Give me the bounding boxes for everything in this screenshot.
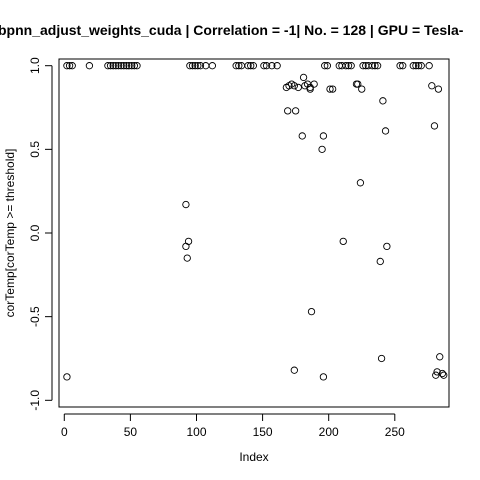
data-point: [64, 374, 70, 380]
data-point: [320, 133, 326, 139]
data-point: [320, 374, 326, 380]
data-point: [340, 238, 346, 244]
y-tick-label: 0.0: [28, 224, 42, 241]
data-point: [357, 180, 363, 186]
data-point: [429, 83, 435, 89]
data-point: [300, 74, 306, 80]
data-point: [380, 98, 386, 104]
data-point: [86, 62, 92, 68]
data-point: [319, 146, 325, 152]
data-point: [441, 372, 447, 378]
x-tick-label: 250: [385, 425, 405, 439]
x-tick-label: 150: [253, 425, 273, 439]
data-point: [185, 238, 191, 244]
data-point: [426, 62, 432, 68]
plot-frame: [59, 59, 449, 407]
data-point: [378, 355, 384, 361]
x-tick-label: 200: [319, 425, 339, 439]
y-axis-label: corTemp[corTemp >= threshold]: [3, 149, 17, 318]
data-point: [382, 128, 388, 134]
data-point: [377, 258, 383, 264]
y-axis: -1.0 -0.5 0.0 0.5 1.0: [28, 57, 52, 411]
data-point: [437, 354, 443, 360]
data-point: [431, 123, 437, 129]
data-point: [292, 108, 298, 114]
data-point: [295, 84, 301, 90]
x-axis: 0 50 100 150 200 250: [61, 414, 405, 439]
data-point: [183, 201, 189, 207]
y-tick-label: 0.5: [28, 141, 42, 158]
data-point: [209, 62, 215, 68]
data-point: [299, 133, 305, 139]
data-point: [308, 308, 314, 314]
x-tick-label: 0: [61, 425, 68, 439]
x-tick-label: 100: [186, 425, 206, 439]
data-point: [285, 108, 291, 114]
data-points: [64, 62, 447, 380]
data-point: [184, 255, 190, 261]
x-tick-label: 50: [124, 425, 138, 439]
y-tick-label: -0.5: [28, 306, 42, 327]
data-point: [311, 81, 317, 87]
chart-title: bpnn_adjust_weights_cuda | Correlation =…: [0, 22, 464, 38]
y-tick-label: 1.0: [28, 57, 42, 74]
y-tick-label: -1.0: [28, 390, 42, 411]
x-axis-label: Index: [239, 450, 268, 464]
data-point: [359, 86, 365, 92]
data-point: [384, 243, 390, 249]
data-point: [435, 86, 441, 92]
data-point: [291, 367, 297, 373]
